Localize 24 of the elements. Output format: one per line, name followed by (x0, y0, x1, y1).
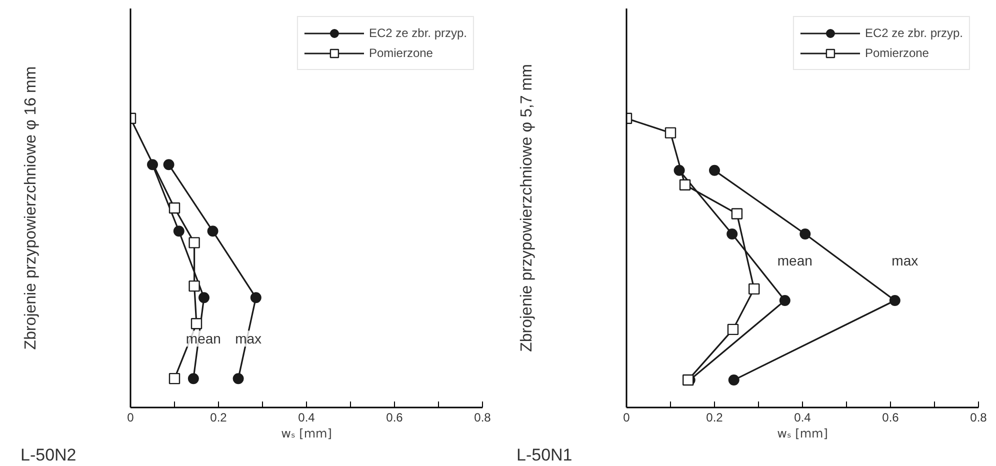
x-tick-label: 0.6 (386, 410, 404, 424)
annotation: max (892, 252, 918, 269)
legend-label: EC2 ze zbr. przyp. (368, 26, 467, 40)
text: L-50N1 (516, 446, 572, 464)
x-tick-label: 0.8 (970, 410, 988, 424)
annotation: mean (777, 252, 812, 269)
x-tick-label: 0.8 (474, 410, 492, 424)
x-tick-label: 0.2 (706, 410, 724, 424)
x-tick-label: 0 (623, 410, 630, 424)
x-tick-label: 0.4 (298, 410, 316, 424)
annotation: max (235, 330, 262, 347)
y-axis-title: Zbrojenie przypowierzchniowe φ 16 mm (22, 66, 40, 350)
x-tick-label: 0.4 (794, 410, 812, 424)
x-axis-title: wₛ [mm] (777, 426, 828, 440)
x-tick-label: 0.2 (210, 410, 228, 424)
y-axis-title: Zbrojenie przypowierzchniowe φ 5,7 mm (518, 64, 536, 352)
x-axis-title: wₛ [mm] (281, 426, 332, 440)
legend-label: Pomierzone (368, 46, 433, 60)
x-tick-label: 0.6 (882, 410, 900, 424)
legend-label: Pomierzone (864, 46, 929, 60)
legend-label: EC2 ze zbr. przyp. (864, 26, 963, 40)
text: L-50N2 (20, 446, 76, 464)
x-tick-label: 0 (127, 410, 134, 424)
annotation: mean (186, 330, 221, 347)
